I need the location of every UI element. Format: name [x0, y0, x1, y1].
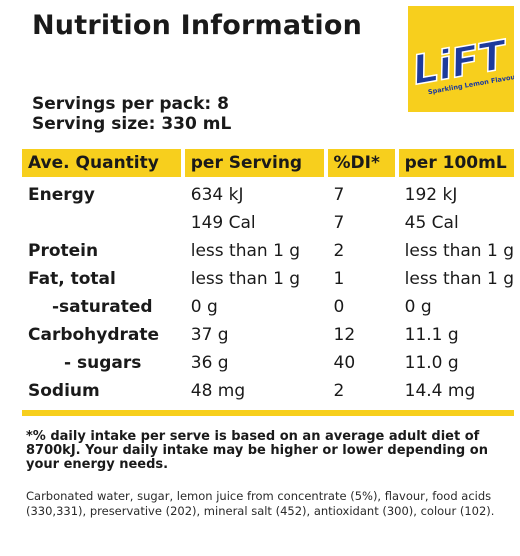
nutrient-name: Sodium [28, 381, 100, 401]
per-serving-value: 48 mg [190, 381, 246, 401]
table-row: 149 Cal 7 45 Cal [22, 209, 514, 237]
per-100ml-value: 0 g [404, 297, 432, 317]
table-bottom-divider [22, 410, 514, 416]
per-100ml-value: less than 1 g [404, 269, 514, 289]
per-100ml-value: 45 Cal [404, 213, 459, 233]
header-di: %DI* [327, 149, 395, 177]
table-header-row: Ave. Quantity per Serving %DI* per 100mL [22, 149, 514, 177]
per-100ml-value: 14.4 mg [404, 381, 476, 401]
header-ave-quantity: Ave. Quantity [22, 149, 181, 177]
per-serving-value: 149 Cal [190, 213, 256, 233]
per-serving-value: less than 1 g [190, 241, 301, 261]
nutrition-table: Ave. Quantity per Serving %DI* per 100mL… [22, 149, 514, 405]
per-serving-value: less than 1 g [190, 269, 301, 289]
nutrient-name [22, 209, 181, 237]
per-serving-value: 36 g [190, 353, 229, 373]
di-value: 7 [333, 185, 345, 205]
brand-logo: LiFT Sparkling Lemon Flavour [408, 6, 514, 112]
di-value: 7 [333, 213, 345, 233]
table-row: Fat, total less than 1 g 1 less than 1 g [22, 265, 514, 293]
nutrient-name: Fat, total [28, 269, 116, 289]
daily-intake-footnote: *% daily intake per serve is based on an… [26, 429, 488, 472]
header-per-100ml: per 100mL [398, 149, 514, 177]
table-row: Sodium 48 mg 2 14.4 mg [22, 377, 514, 405]
nutrient-name: - sugars [64, 353, 142, 373]
nutrient-name: Energy [28, 185, 95, 205]
page-title: Nutrition Information [32, 10, 362, 41]
di-value: 2 [333, 381, 345, 401]
table-row: - sugars 36 g 40 11.0 g [22, 349, 514, 377]
per-100ml-value: 192 kJ [404, 185, 458, 205]
per-serving-value: 634 kJ [190, 185, 244, 205]
per-100ml-value: 11.1 g [404, 325, 459, 345]
per-serving-value: 0 g [190, 297, 218, 317]
table-row: -saturated 0 g 0 0 g [22, 293, 514, 321]
di-value: 12 [333, 325, 356, 345]
nutrient-name: Protein [28, 241, 99, 261]
di-value: 2 [333, 241, 345, 261]
di-value: 40 [333, 353, 356, 373]
nutrient-name: Carbohydrate [28, 325, 160, 345]
servings-per-pack: Servings per pack: 8 [32, 94, 229, 114]
nutrient-name: -saturated [52, 297, 153, 317]
per-serving-value: 37 g [190, 325, 229, 345]
table-row: Protein less than 1 g 2 less than 1 g [22, 237, 514, 265]
per-100ml-value: 11.0 g [404, 353, 459, 373]
ingredients-list: Carbonated water, sugar, lemon juice fro… [26, 489, 495, 518]
serving-size: Serving size: 330 mL [32, 114, 232, 134]
di-value: 0 [333, 297, 345, 317]
servings-info: Servings per pack: 8 Serving size: 330 m… [32, 94, 231, 134]
lift-logo-icon: LiFT Sparkling Lemon Flavour [408, 31, 514, 96]
per-100ml-value: less than 1 g [404, 241, 514, 261]
di-value: 1 [333, 269, 345, 289]
table-row: Carbohydrate 37 g 12 11.1 g [22, 321, 514, 349]
header-per-serving: per Serving [184, 149, 324, 177]
table-row: Energy 634 kJ 7 192 kJ [22, 177, 514, 209]
